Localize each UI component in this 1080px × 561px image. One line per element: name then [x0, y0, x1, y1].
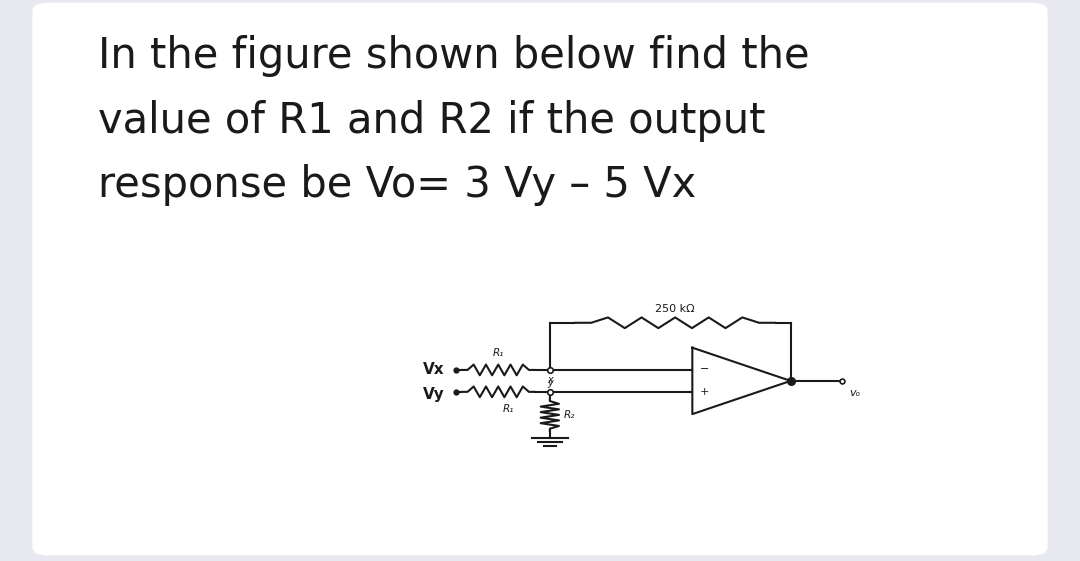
Text: −: −: [700, 365, 710, 374]
Text: 250 kΩ: 250 kΩ: [656, 304, 694, 314]
Text: x: x: [546, 375, 553, 385]
Text: y: y: [546, 378, 553, 388]
Text: R₂: R₂: [564, 410, 575, 420]
Text: response be Vo= 3 Vy – 5 Vx: response be Vo= 3 Vy – 5 Vx: [98, 164, 696, 206]
Text: Vx: Vx: [423, 362, 445, 378]
Text: In the figure shown below find the: In the figure shown below find the: [98, 35, 809, 77]
Text: R₁: R₁: [492, 348, 504, 358]
Text: R₁: R₁: [502, 403, 514, 413]
Text: vₒ: vₒ: [850, 388, 861, 398]
Text: Vy: Vy: [423, 387, 445, 402]
Text: value of R1 and R2 if the output: value of R1 and R2 if the output: [98, 100, 766, 141]
Text: +: +: [700, 388, 710, 397]
